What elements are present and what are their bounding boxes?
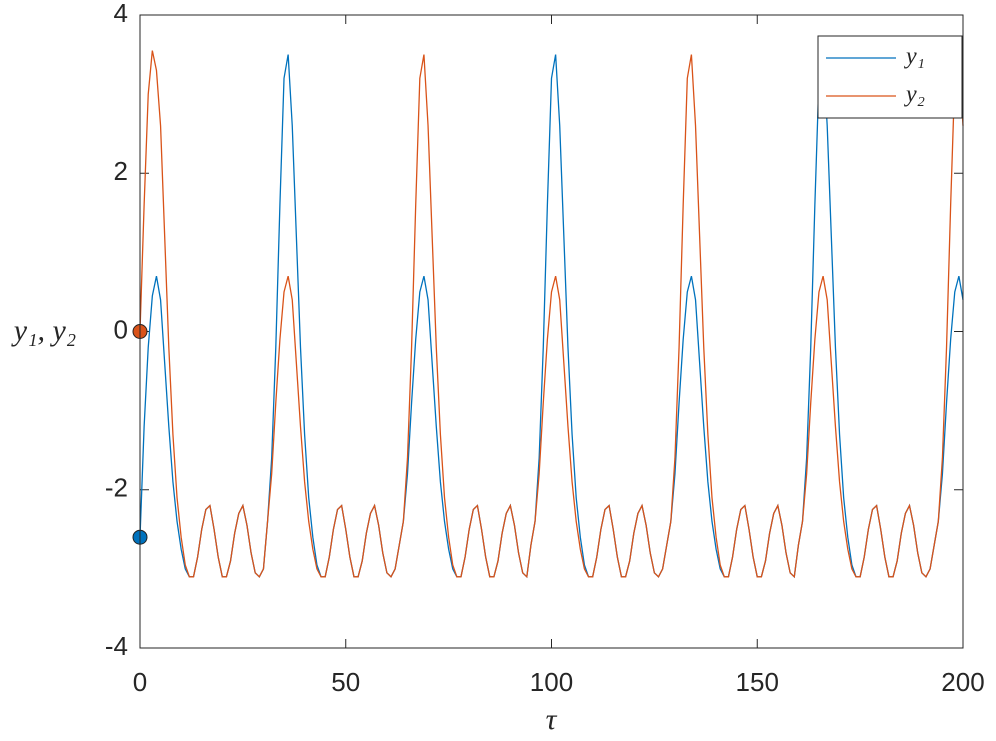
y-tick-label: 0 bbox=[114, 314, 128, 344]
x-tick-label: 200 bbox=[941, 667, 984, 697]
y-axis-label: y₁, y₂ bbox=[11, 314, 77, 347]
legend-box bbox=[817, 35, 963, 119]
x-tick-label: 0 bbox=[133, 667, 147, 697]
x-axis-label: τ bbox=[546, 703, 558, 736]
series-line bbox=[139, 50, 964, 579]
x-tick-label: 50 bbox=[331, 667, 360, 697]
plot-frame bbox=[139, 14, 964, 649]
legend-label: y₂ bbox=[904, 82, 925, 108]
legend-label: y₁ bbox=[904, 44, 925, 70]
y-tick-label: 4 bbox=[114, 0, 128, 28]
plot-area bbox=[140, 15, 963, 648]
y-tick-label: -2 bbox=[105, 473, 128, 503]
legend: y₁ y₂ bbox=[817, 35, 963, 119]
x-tick-label: 100 bbox=[530, 667, 573, 697]
x-tick-label: 150 bbox=[736, 667, 779, 697]
y-tick-label: -4 bbox=[105, 631, 128, 661]
y-tick-label: 2 bbox=[114, 156, 128, 186]
